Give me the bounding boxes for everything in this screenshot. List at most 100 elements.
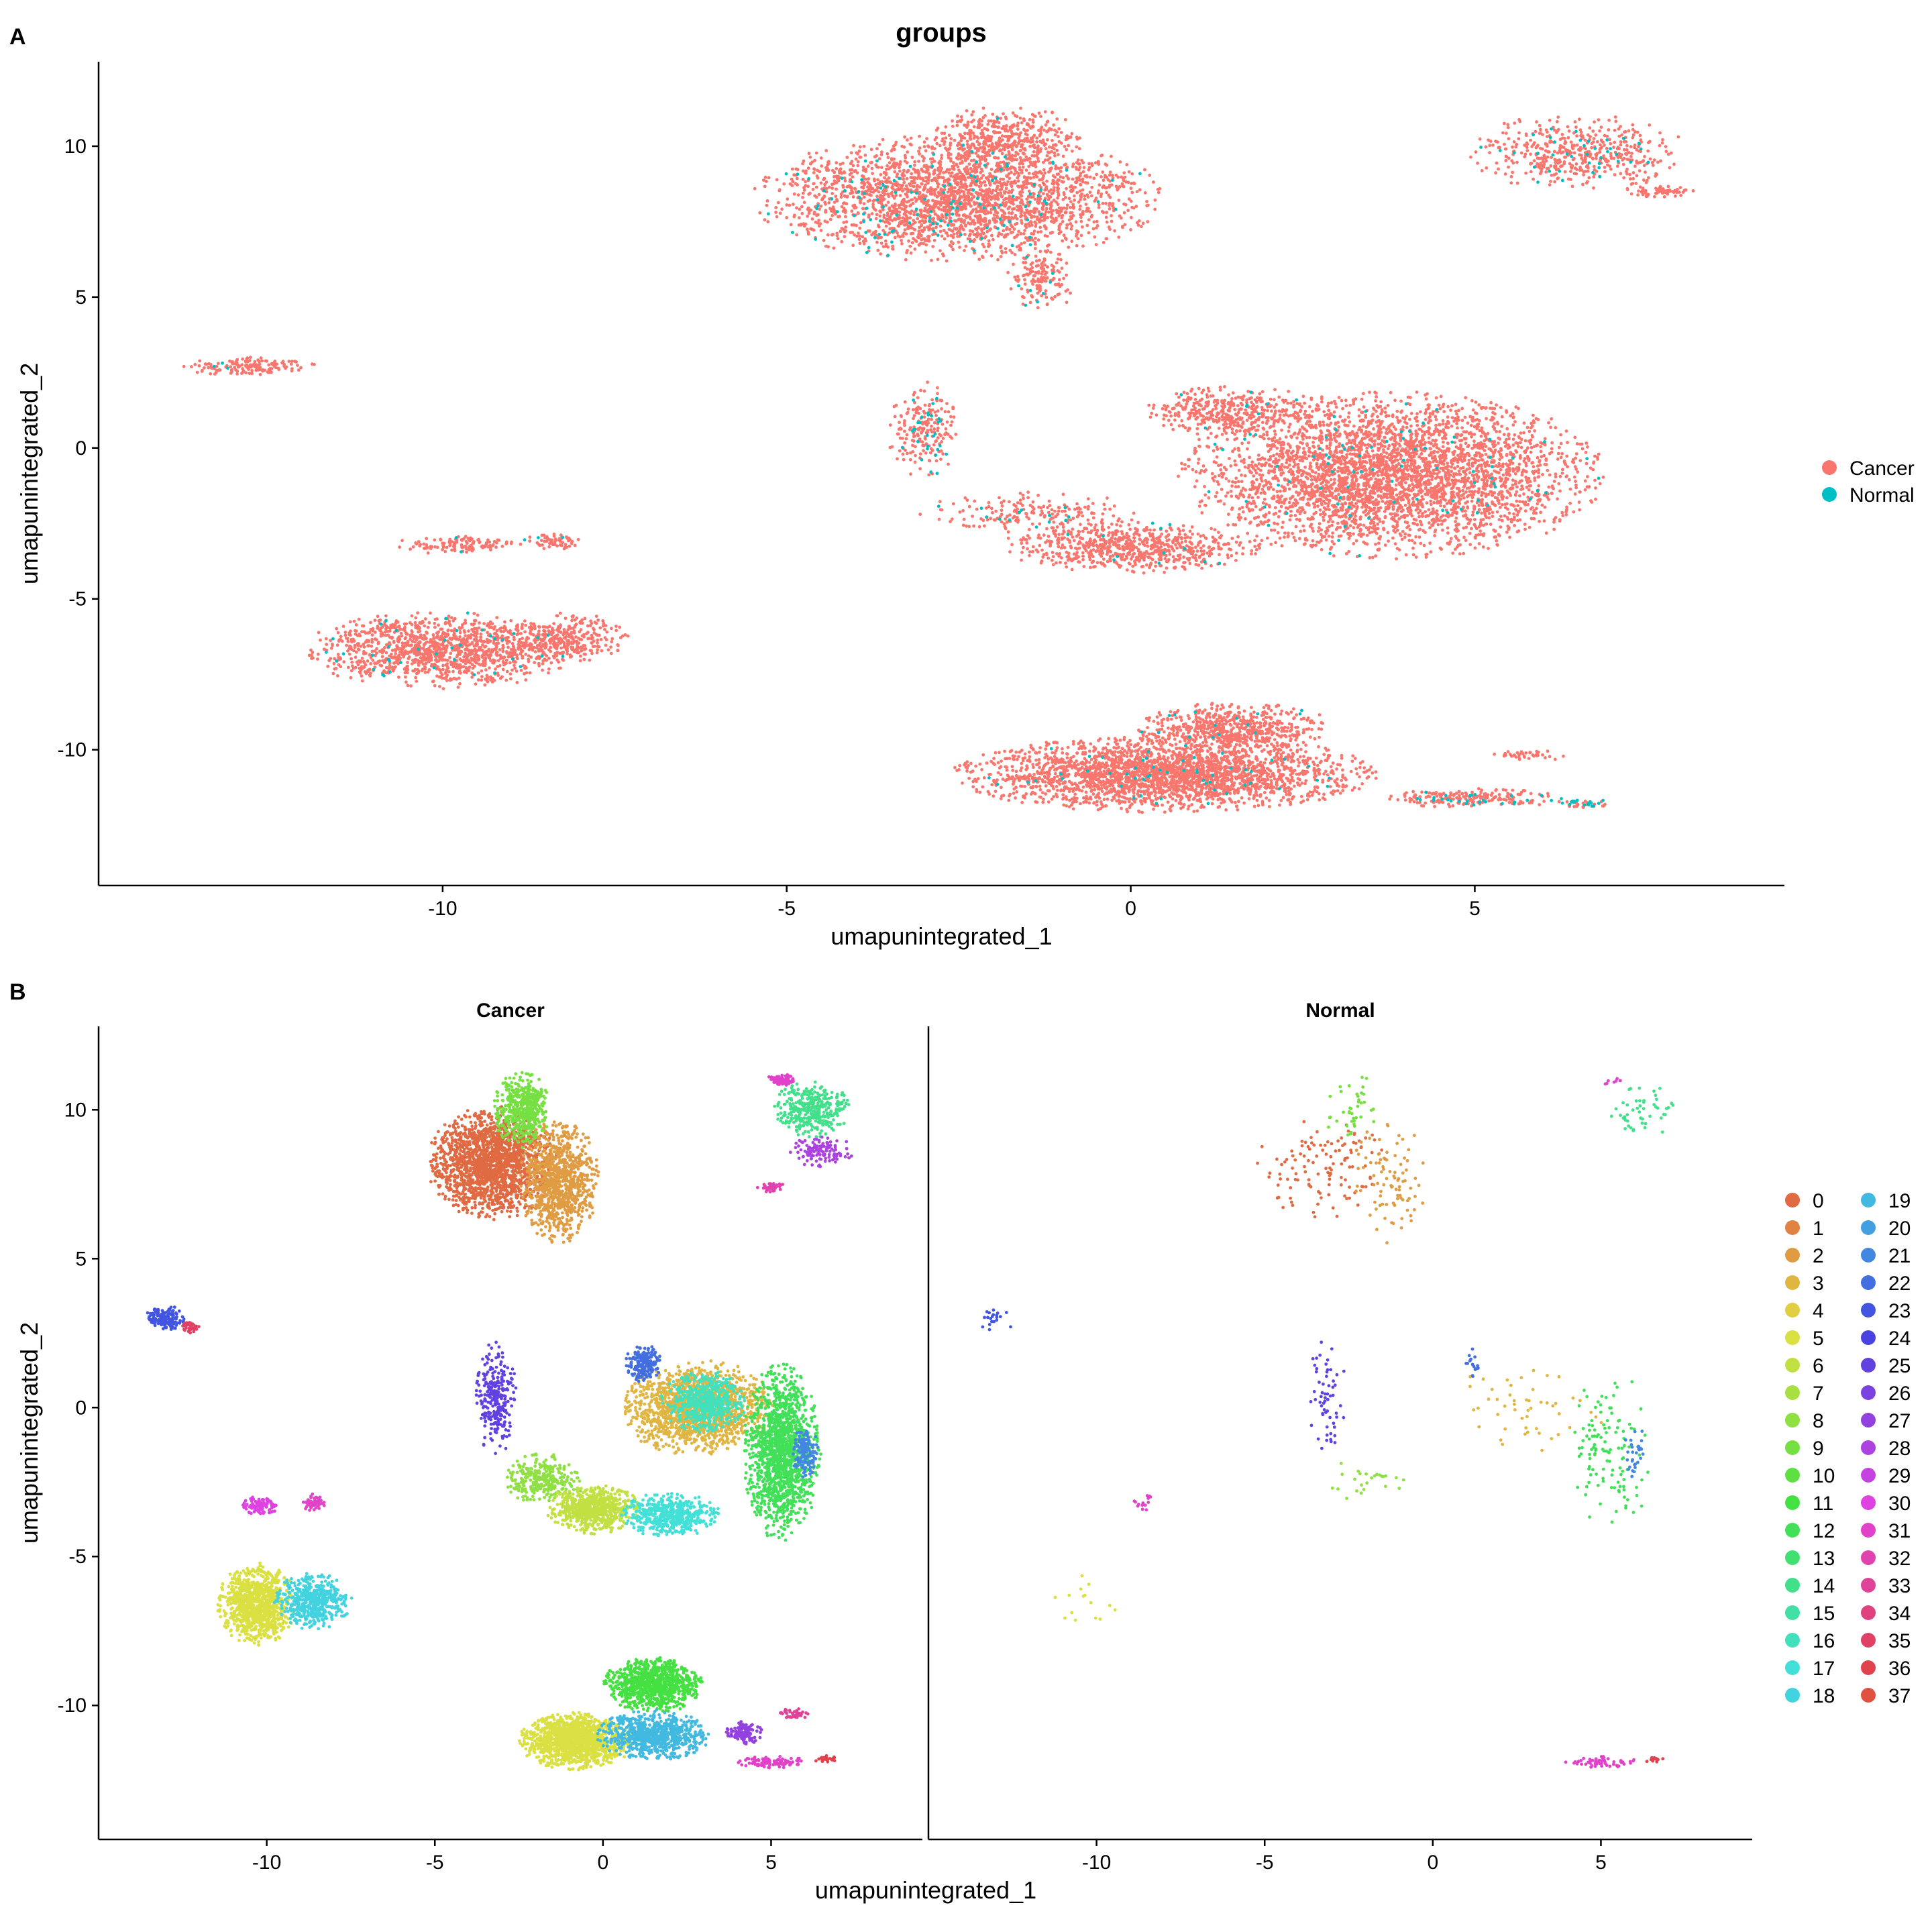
scatter-point	[1083, 195, 1087, 198]
scatter-point	[906, 177, 909, 180]
scatter-point	[1649, 158, 1652, 161]
scatter-point	[1013, 236, 1016, 239]
scatter-point	[1087, 195, 1090, 199]
scatter-point	[1065, 211, 1068, 214]
scatter-point	[1130, 216, 1133, 219]
scatter-point	[1051, 139, 1054, 142]
scatter-point	[902, 178, 906, 181]
scatter-point	[1635, 174, 1639, 178]
scatter-point	[1108, 227, 1112, 231]
scatter-point	[977, 120, 981, 123]
scatter-point	[878, 157, 881, 160]
scatter-point	[1036, 175, 1039, 178]
scatter-point	[965, 154, 969, 158]
scatter-point	[900, 185, 904, 189]
scatter-point	[1095, 220, 1099, 223]
scatter-point	[970, 113, 973, 117]
scatter-point	[1035, 260, 1038, 263]
scatter-point	[1105, 191, 1108, 194]
scatter-point	[1057, 194, 1061, 197]
scatter-point	[1110, 220, 1114, 223]
scatter-point	[1019, 107, 1022, 110]
scatter-point	[1026, 180, 1029, 183]
scatter-point	[806, 215, 809, 218]
scatter-point	[851, 231, 854, 234]
scatter-point	[910, 252, 913, 255]
scatter-point	[830, 192, 834, 195]
scatter-point	[970, 193, 973, 196]
scatter-point	[851, 223, 854, 227]
scatter-point	[975, 201, 979, 205]
scatter-point	[1010, 171, 1013, 174]
scatter-point	[1071, 178, 1075, 181]
scatter-point	[873, 155, 877, 158]
scatter-point	[1026, 158, 1029, 161]
scatter-point	[966, 143, 969, 146]
scatter-point	[1092, 227, 1095, 231]
scatter-point	[992, 123, 996, 127]
scatter-point	[826, 167, 829, 170]
scatter-point	[1051, 111, 1054, 114]
scatter-point	[820, 205, 823, 208]
scatter-point	[1061, 220, 1065, 223]
scatter-point	[1548, 150, 1551, 154]
scatter-point	[1070, 217, 1073, 220]
scatter-point	[990, 192, 994, 195]
scatter-point	[887, 201, 890, 204]
scatter-point	[1564, 156, 1568, 159]
scatter-point	[1025, 186, 1028, 189]
scatter-point	[949, 137, 953, 140]
scatter-point	[952, 176, 955, 179]
scatter-point	[967, 176, 970, 179]
scatter-point	[1054, 164, 1057, 168]
scatter-point	[1119, 160, 1122, 164]
scatter-point	[1158, 187, 1161, 191]
scatter-point	[1008, 249, 1012, 252]
scatter-point	[1062, 155, 1065, 158]
scatter-point	[846, 195, 849, 199]
scatter-point	[1001, 138, 1004, 142]
scatter-point	[896, 172, 899, 176]
scatter-point	[965, 245, 968, 248]
scatter-point	[815, 186, 818, 189]
scatter-point	[1022, 261, 1025, 264]
scatter-point	[1087, 162, 1091, 166]
scatter-point	[830, 214, 834, 217]
scatter-point	[1018, 133, 1022, 137]
scatter-point	[1665, 150, 1668, 153]
scatter-point	[963, 233, 967, 236]
scatter-point	[941, 235, 944, 238]
scatter-point	[902, 169, 906, 172]
scatter-point	[1101, 170, 1104, 174]
scatter-point	[1030, 223, 1034, 227]
scatter-point	[855, 151, 858, 154]
scatter-point	[1038, 250, 1042, 253]
scatter-point	[975, 183, 978, 186]
scatter-point	[1668, 166, 1672, 170]
scatter-point	[1040, 207, 1044, 211]
scatter-point	[1031, 295, 1034, 299]
scatter-point	[812, 171, 816, 174]
scatter-point	[840, 172, 843, 175]
scatter-point	[1078, 208, 1081, 211]
scatter-point	[753, 187, 757, 191]
scatter-point	[1001, 152, 1004, 156]
scatter-point	[1008, 137, 1011, 140]
scatter-point	[777, 189, 781, 193]
scatter-point	[1026, 268, 1029, 271]
scatter-point	[957, 199, 961, 202]
scatter-point	[824, 219, 827, 223]
scatter-point	[880, 180, 883, 183]
scatter-point	[800, 205, 804, 209]
scatter-point	[875, 213, 879, 216]
scatter-point	[839, 230, 842, 233]
scatter-point	[1067, 246, 1070, 249]
scatter-point	[888, 227, 892, 231]
scatter-point	[1059, 170, 1063, 173]
scatter-point	[1060, 216, 1063, 219]
scatter-point	[1515, 161, 1519, 164]
scatter-point	[1022, 203, 1025, 206]
scatter-point	[935, 142, 938, 146]
scatter-point	[920, 182, 924, 186]
scatter-point	[1029, 220, 1032, 223]
